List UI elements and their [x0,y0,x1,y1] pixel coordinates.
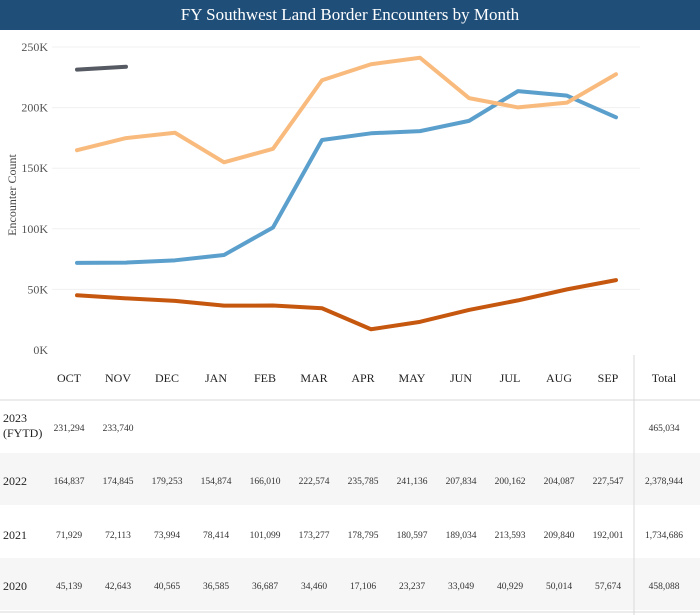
total-header: Total [652,371,677,385]
data-label: 40,565 [154,582,180,592]
x-tick-label: JUL [500,371,521,385]
data-label: 192,001 [593,531,624,541]
data-label: 178,795 [348,531,379,541]
data-label: 40,929 [497,582,523,592]
series-line [75,64,128,72]
x-tick-label: MAR [300,371,327,385]
row-total: 465,034 [649,424,680,434]
series-line [75,89,618,265]
data-label: 57,674 [595,582,621,592]
data-label: 42,643 [105,582,131,592]
data-label: 50,014 [546,582,572,592]
data-label: 204,087 [544,477,575,487]
data-label: 36,687 [252,582,278,592]
x-tick-label: JAN [205,371,227,385]
row-total: 1,734,686 [645,531,683,541]
data-label: 207,834 [446,477,477,487]
data-label: 241,136 [397,477,428,487]
y-tick-label: 50K [27,282,48,296]
y-tick-label: 250K [21,40,48,54]
data-label: 154,874 [201,477,232,487]
x-tick-label: MAY [399,371,426,385]
x-tick-label: APR [351,371,374,385]
row-label: 2020 [3,579,27,593]
data-label: 213,593 [495,531,526,541]
x-tick-label: SEP [598,371,619,385]
data-label: 231,294 [54,424,85,434]
data-label: 166,010 [250,477,281,487]
data-label: 233,740 [103,424,134,434]
data-label: 189,034 [446,531,477,541]
data-label: 23,237 [399,582,425,592]
series-line [75,278,618,332]
line-chart: 0K 50K 100K 150K 200K 250K Encounter Count OCT N… [0,40,700,615]
table-row-stripe [0,558,700,610]
x-tick-label: OCT [57,371,82,385]
row-label: 2022 [3,474,27,488]
series-line [75,55,618,165]
x-tick-label: NOV [105,371,131,385]
data-label: 235,785 [348,477,379,487]
data-label: 73,994 [154,531,180,541]
row-label: 2021 [3,528,27,542]
data-label: 209,840 [544,531,575,541]
data-label: 222,574 [299,477,330,487]
x-tick-label: AUG [546,371,572,385]
y-tick-label: 100K [21,222,48,236]
table-row-stripe [0,453,700,505]
data-label: 174,845 [103,477,134,487]
data-label: 164,837 [54,477,85,487]
data-label: 36,585 [203,582,229,592]
row-total: 2,378,944 [645,477,683,487]
y-tick-label: 0K [33,343,48,357]
data-label: 34,460 [301,582,327,592]
row-label: 2023 [3,411,27,425]
data-label: 101,099 [250,531,281,541]
y-tick-label: 150K [21,161,48,175]
x-tick-label: FEB [254,371,276,385]
data-label: 72,113 [105,531,131,541]
x-tick-label: JUN [450,371,472,385]
data-label: 179,253 [152,477,183,487]
data-label: 17,106 [350,582,376,592]
row-label: (FYTD) [3,426,42,440]
row-total: 458,088 [649,582,680,592]
data-label: 33,049 [448,582,474,592]
data-label: 71,929 [56,531,82,541]
data-label: 200,162 [495,477,526,487]
chart-title: FY Southwest Land Border Encounters by M… [0,0,700,30]
data-label: 227,547 [593,477,624,487]
data-label: 173,277 [299,531,330,541]
data-label: 45,139 [56,582,82,592]
y-axis-label: Encounter Count [5,154,19,236]
x-tick-label: DEC [155,371,179,385]
y-tick-label: 200K [21,101,48,115]
data-label: 180,597 [397,531,428,541]
data-label: 78,414 [203,531,229,541]
